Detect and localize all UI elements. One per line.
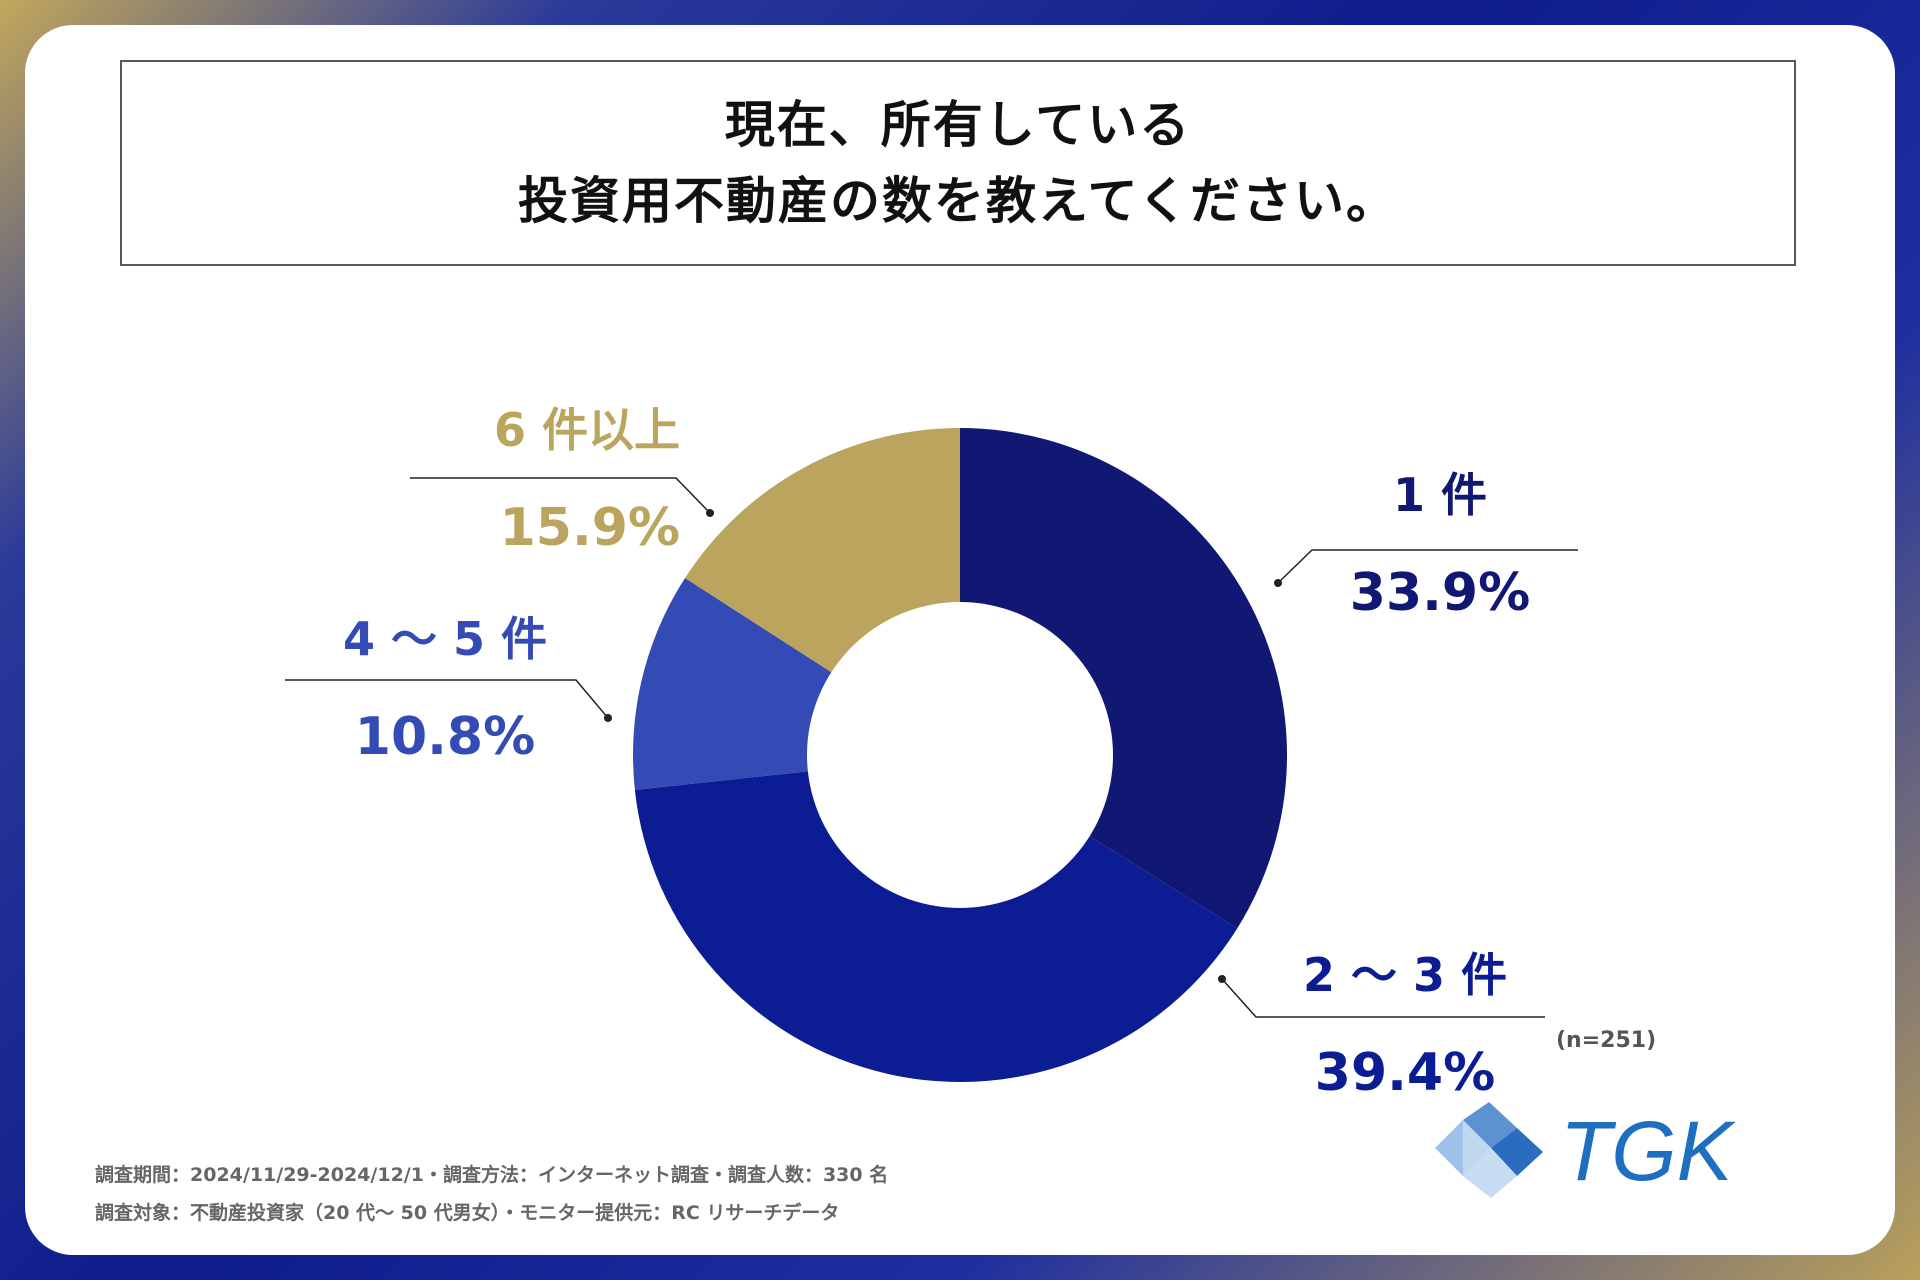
footer-survey-period: 調査期間：2024/11/29-2024/12/1・調査方法：インターネット調査… [95,1164,889,1186]
label-pct-1: 33.9% [1349,563,1531,623]
title-line-2: 投資用不動産の数を教えてください。 [518,172,1398,230]
leader-dot-2 [1218,975,1226,983]
title-line-1: 現在、所有している [724,96,1192,154]
label-name-3: 4 ～ 5 件 [342,612,548,666]
leader-dot-4 [706,509,714,517]
sample-size-note: (n=251) [1556,1028,1657,1053]
leader-dot-1 [1274,579,1282,587]
logo-text: TGK [1560,1104,1737,1198]
title-box: 現在、所有している 投資用不動産の数を教えてください。 [120,60,1796,266]
leader-dot-3 [604,714,612,722]
label-group-4: 6 件以上 15.9% [420,400,680,560]
label-pct-3: 10.8% [354,707,536,767]
label-group-1: 1 件 33.9% [1320,465,1560,625]
label-group-3: 4 ～ 5 件 10.8% [300,609,590,769]
leader-line-3 [285,679,609,719]
leader-line-1 [1277,549,1578,584]
tgk-logo: TGK [1435,1102,1737,1198]
leader-line-4 [410,477,711,514]
label-pct-2: 39.4% [1314,1043,1496,1103]
label-pct-4: 15.9% [499,498,680,558]
label-group-2: 2 ～ 3 件 39.4% [1255,945,1555,1105]
logo-mark-icon [1435,1102,1543,1198]
label-name-4: 6 件以上 [493,403,680,457]
donut-hole [807,602,1113,908]
label-name-1: 1 件 [1392,468,1488,522]
footer-survey-target: 調査対象：不動産投資家（20 代～ 50 代男女）・モニター提供元：RC リサー… [95,1202,840,1224]
label-name-2: 2 ～ 3 件 [1302,948,1508,1002]
leader-lines [285,477,1578,1018]
leader-line-2 [1221,978,1545,1018]
